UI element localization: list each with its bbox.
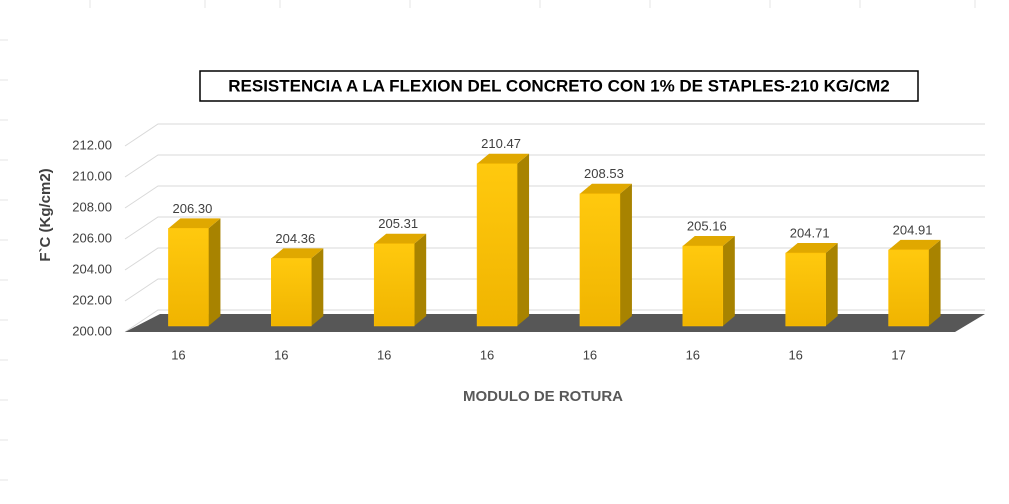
bar-side xyxy=(619,183,632,326)
bar xyxy=(373,243,415,327)
x-tick-label: 16 xyxy=(686,347,700,362)
value-label: 204.36 xyxy=(275,231,315,246)
y-axis-label: F`C (Kg/cm2) xyxy=(37,168,54,261)
bar-top xyxy=(888,239,941,250)
bar xyxy=(579,193,621,327)
value-label: 204.91 xyxy=(893,222,933,237)
grid-line xyxy=(124,154,985,178)
grid-line xyxy=(124,216,985,240)
bar xyxy=(682,245,724,327)
grid-line xyxy=(124,185,985,209)
x-tick-label: 16 xyxy=(788,347,802,362)
x-tick-label: 16 xyxy=(480,347,494,362)
bar-side xyxy=(208,218,221,326)
bar-side xyxy=(517,153,530,326)
bar xyxy=(785,252,826,327)
bar-top xyxy=(168,218,221,229)
bar-side xyxy=(311,248,324,326)
y-tick-label: 208.00 xyxy=(72,199,112,214)
bar-side xyxy=(825,242,838,326)
x-axis-label: MODULO DE ROTURA xyxy=(463,388,623,405)
grid-line xyxy=(124,247,985,271)
value-label: 205.31 xyxy=(378,216,418,231)
y-tick-label: 202.00 xyxy=(72,292,112,307)
grid-line xyxy=(124,278,985,302)
y-tick-label: 204.00 xyxy=(72,261,112,276)
bar-side xyxy=(414,233,427,326)
x-tick-label: 16 xyxy=(171,347,185,362)
x-tick-label: 16 xyxy=(377,347,391,362)
value-label: 205.16 xyxy=(687,218,727,233)
x-tick-label: 16 xyxy=(583,347,597,362)
bar-top xyxy=(785,242,838,253)
bar xyxy=(271,258,312,327)
grid-line xyxy=(124,123,985,147)
value-label: 204.71 xyxy=(790,225,830,240)
y-tick-label: 200.00 xyxy=(72,323,112,338)
bar-top xyxy=(477,153,530,164)
bar xyxy=(888,249,929,327)
bar-side xyxy=(722,236,735,326)
bar xyxy=(476,163,518,327)
bar-top xyxy=(271,248,324,259)
title-box xyxy=(199,70,919,102)
bar-top xyxy=(682,236,735,247)
y-tick-label: 212.00 xyxy=(72,137,112,152)
bar-top xyxy=(374,233,427,244)
x-tick-label: 16 xyxy=(274,347,288,362)
value-label: 208.53 xyxy=(584,166,624,181)
floor xyxy=(125,314,985,332)
y-tick-label: 210.00 xyxy=(72,168,112,183)
x-tick-label: 17 xyxy=(891,347,905,362)
y-tick-label: 206.00 xyxy=(72,230,112,245)
chart-title: RESISTENCIA A LA FLEXION DEL CONCRETO CO… xyxy=(228,76,890,95)
bar xyxy=(168,228,209,327)
bar-side xyxy=(928,239,941,326)
sheet-grid xyxy=(0,0,976,481)
value-label: 210.47 xyxy=(481,136,521,151)
value-label: 206.30 xyxy=(173,201,213,216)
bar-top xyxy=(579,183,632,194)
